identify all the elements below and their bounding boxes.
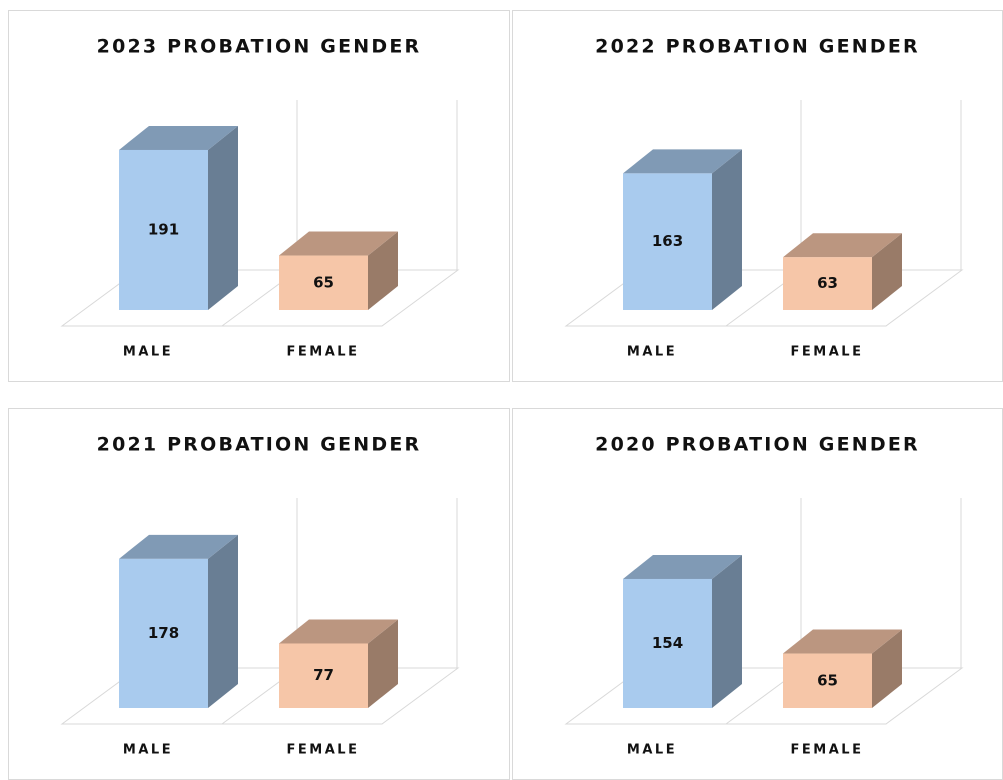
chart-panel: 2022 PROBATION GENDER 163 MALE 63 FEMALE [512, 10, 1003, 382]
bar-front [279, 643, 368, 708]
data-label: 77 [313, 666, 334, 684]
bar-top [119, 125, 238, 150]
panel-border [8, 10, 510, 382]
x-tick-label: FEMALE [791, 345, 864, 360]
data-label: 154 [652, 634, 683, 652]
x-tick-label: MALE [123, 743, 173, 758]
bar-top [623, 149, 742, 174]
floor [564, 269, 964, 327]
data-label: 65 [313, 273, 334, 291]
bar-front [119, 149, 208, 310]
x-tick-label: MALE [627, 345, 677, 360]
bar-side [872, 233, 902, 310]
bar-top [623, 554, 742, 579]
bar-front [783, 653, 872, 708]
bar [623, 554, 742, 708]
panel-border [512, 408, 1003, 780]
bar-side [712, 149, 742, 310]
bar-side [368, 231, 398, 310]
bar-top [783, 233, 902, 258]
chart-title: 2022 PROBATION GENDER [595, 36, 920, 58]
bar [279, 619, 398, 708]
bar [783, 233, 902, 310]
data-label: 65 [817, 671, 838, 689]
x-tick-label: FEMALE [287, 743, 360, 758]
bar-top [783, 629, 902, 654]
chart-title: 2023 PROBATION GENDER [97, 36, 422, 58]
bar-top [119, 534, 238, 559]
data-label: 63 [817, 274, 838, 292]
chart-title: 2020 PROBATION GENDER [595, 434, 920, 456]
bar-front [119, 558, 208, 708]
data-label: 191 [148, 220, 179, 238]
bar-side [368, 619, 398, 708]
bar [783, 629, 902, 708]
bar-side [208, 125, 238, 310]
floor [564, 667, 964, 725]
bar-side [712, 554, 742, 708]
bar [623, 149, 742, 310]
data-label: 178 [148, 624, 179, 642]
bar-top [279, 619, 398, 644]
floor [60, 667, 460, 725]
data-label: 163 [652, 232, 683, 250]
bar-side [872, 629, 902, 708]
bar-front [279, 255, 368, 310]
x-tick-label: MALE [123, 345, 173, 360]
bar-front [783, 257, 872, 310]
floor [60, 269, 460, 327]
bar [119, 534, 238, 708]
chart-title: 2021 PROBATION GENDER [97, 434, 422, 456]
x-tick-label: MALE [627, 743, 677, 758]
chart-panel: 2023 PROBATION GENDER 191 MALE 65 FEMALE [8, 10, 510, 382]
bar-front [623, 173, 712, 310]
bar [119, 125, 238, 310]
bar-front [623, 578, 712, 708]
x-tick-label: FEMALE [287, 345, 360, 360]
panel-border [8, 408, 510, 780]
chart-panel: 2020 PROBATION GENDER 154 MALE 65 FEMALE [512, 408, 1003, 780]
chart-panel: 2021 PROBATION GENDER 178 MALE 77 FEMALE [8, 408, 510, 780]
bar-top [279, 231, 398, 256]
bar-side [208, 534, 238, 708]
bar [279, 231, 398, 310]
x-tick-label: FEMALE [791, 743, 864, 758]
